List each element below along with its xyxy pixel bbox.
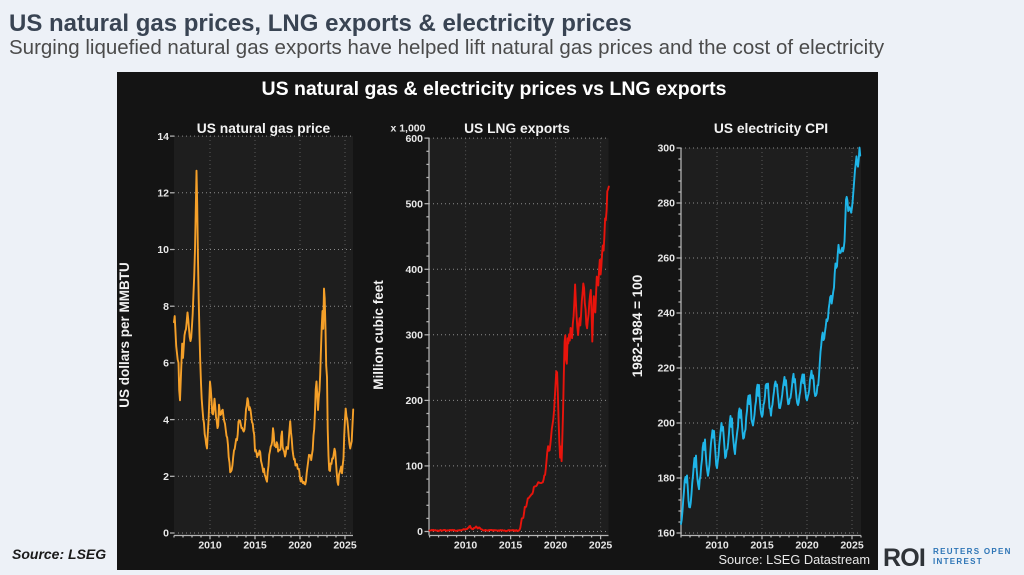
- svg-text:x 1,000: x 1,000: [390, 123, 425, 135]
- svg-text:2015: 2015: [499, 540, 523, 552]
- svg-text:8: 8: [163, 301, 169, 313]
- svg-text:14: 14: [157, 131, 169, 143]
- svg-text:US electricity CPI: US electricity CPI: [714, 121, 828, 136]
- svg-text:US dollars per MMBTU: US dollars per MMBTU: [117, 262, 132, 408]
- svg-text:Million cubic feet: Million cubic feet: [371, 280, 386, 390]
- svg-text:240: 240: [657, 308, 675, 320]
- svg-text:100: 100: [405, 461, 423, 473]
- svg-text:REUTERS OPEN: REUTERS OPEN: [933, 547, 1012, 556]
- svg-text:US LNG exports: US LNG exports: [464, 121, 570, 136]
- svg-text:500: 500: [405, 198, 423, 210]
- svg-text:Source: LSEG: Source: LSEG: [12, 546, 106, 562]
- svg-text:2025: 2025: [840, 540, 864, 552]
- svg-text:Surging liquefied natural gas: Surging liquefied natural gas exports ha…: [9, 36, 885, 59]
- svg-text:6: 6: [163, 358, 169, 370]
- svg-text:300: 300: [657, 143, 675, 155]
- svg-text:2020: 2020: [544, 540, 568, 552]
- svg-text:2010: 2010: [198, 540, 222, 552]
- svg-text:2015: 2015: [750, 540, 774, 552]
- svg-text:260: 260: [657, 253, 675, 265]
- svg-text:US natural gas price: US natural gas price: [197, 121, 331, 136]
- svg-text:0: 0: [417, 526, 423, 538]
- svg-text:2010: 2010: [705, 540, 729, 552]
- svg-text:4: 4: [163, 414, 169, 426]
- svg-text:220: 220: [657, 363, 675, 375]
- svg-text:0: 0: [163, 528, 169, 540]
- svg-text:12: 12: [157, 188, 169, 200]
- svg-text:Source: LSEG Datastream: Source: LSEG Datastream: [719, 552, 871, 567]
- svg-text:280: 280: [657, 198, 675, 210]
- svg-text:2025: 2025: [589, 540, 613, 552]
- svg-text:2: 2: [163, 471, 169, 483]
- svg-text:2020: 2020: [288, 540, 312, 552]
- svg-text:180: 180: [657, 473, 675, 485]
- svg-text:INTEREST: INTEREST: [933, 557, 983, 566]
- svg-text:600: 600: [405, 133, 423, 145]
- svg-text:400: 400: [405, 264, 423, 276]
- svg-text:10: 10: [157, 244, 169, 256]
- svg-text:1982-1984 = 100: 1982-1984 = 100: [630, 275, 645, 377]
- svg-text:2020: 2020: [795, 540, 819, 552]
- svg-text:2025: 2025: [333, 540, 357, 552]
- svg-text:2015: 2015: [243, 540, 267, 552]
- svg-text:US natural gas & electricity p: US natural gas & electricity prices vs L…: [262, 78, 727, 100]
- svg-text:160: 160: [657, 528, 675, 540]
- svg-text:2010: 2010: [454, 540, 478, 552]
- svg-text:200: 200: [657, 418, 675, 430]
- svg-text:ROI: ROI: [883, 544, 925, 572]
- svg-text:US natural gas prices, LNG exp: US natural gas prices, LNG exports & ele…: [9, 10, 632, 37]
- svg-text:200: 200: [405, 395, 423, 407]
- svg-text:300: 300: [405, 330, 423, 342]
